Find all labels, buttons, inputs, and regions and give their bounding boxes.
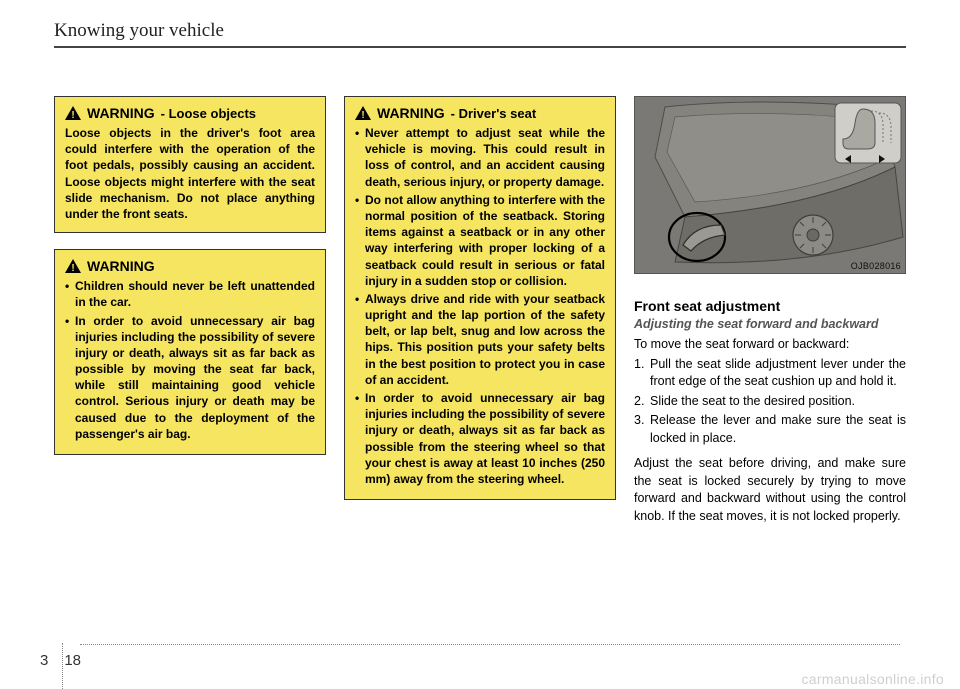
- list-item: In order to avoid unnecessary air bag in…: [355, 390, 605, 487]
- header-rule: [54, 46, 906, 48]
- figure-code: OJB028016: [851, 261, 901, 271]
- column-3: OJB028016 Front seat adjustment Adjustin…: [634, 96, 906, 525]
- warning-label: WARNING: [87, 258, 155, 274]
- section-title: Front seat adjustment: [634, 298, 906, 314]
- svg-text:!: !: [361, 110, 364, 120]
- column-1: ! WARNING - Loose objects Loose objects …: [54, 96, 326, 525]
- list-item: Always drive and ride with your seatback…: [355, 291, 605, 388]
- list-item: Children should never be left unattended…: [65, 278, 315, 310]
- warning-list: Never attempt to adjust seat while the v…: [355, 125, 605, 487]
- footer-dotted-rule: [80, 644, 900, 645]
- step-text: Pull the seat slide adjustment lever und…: [650, 357, 906, 389]
- intro-text: To move the seat forward or backward:: [634, 336, 906, 354]
- list-item: 3.Release the lever and make sure the se…: [634, 412, 906, 447]
- warning-box-children: ! WARNING Children should never be left …: [54, 249, 326, 455]
- list-item: 2.Slide the seat to the desired position…: [634, 393, 906, 411]
- warning-heading: ! WARNING - Loose objects: [65, 105, 315, 121]
- section-block: Front seat adjustment Adjusting the seat…: [634, 290, 906, 525]
- svg-text:!: !: [71, 263, 74, 273]
- warning-triangle-icon: !: [65, 259, 81, 273]
- list-item: 1.Pull the seat slide adjustment lever u…: [634, 356, 906, 391]
- section-subtitle: Adjusting the seat forward and back­ward: [634, 316, 906, 332]
- list-item: Do not allow anything to interfere with …: [355, 192, 605, 289]
- page-footer: 3 18: [40, 652, 81, 669]
- warning-subtitle: - Driver's seat: [451, 106, 536, 121]
- page-header-title: Knowing your vehicle: [54, 20, 906, 46]
- warning-heading: ! WARNING: [65, 258, 315, 274]
- warning-list: Children should never be left unattended…: [65, 278, 315, 442]
- warning-box-drivers-seat: ! WARNING - Driver's seat Never attempt …: [344, 96, 616, 500]
- warning-triangle-icon: !: [65, 106, 81, 120]
- watermark: carmanualsonline.info: [802, 671, 945, 687]
- step-text: Release the lever and make sure the seat…: [650, 413, 906, 445]
- steps-list: 1.Pull the seat slide adjustment lever u…: [634, 356, 906, 448]
- warning-subtitle: - Loose objects: [161, 106, 256, 121]
- svg-text:!: !: [71, 110, 74, 120]
- list-item: Never attempt to adjust seat while the v…: [355, 125, 605, 190]
- warning-body-text: Loose objects in the driver's foot area …: [65, 125, 315, 222]
- section-number: 3: [40, 652, 54, 669]
- warning-box-loose-objects: ! WARNING - Loose objects Loose objects …: [54, 96, 326, 233]
- seat-adjustment-figure: OJB028016: [634, 96, 906, 274]
- list-item: In order to avoid unnecessary air bag in…: [65, 313, 315, 443]
- page-number: 18: [58, 652, 81, 669]
- warning-triangle-icon: !: [355, 106, 371, 120]
- warning-label: WARNING: [377, 105, 445, 121]
- warning-heading: ! WARNING - Driver's seat: [355, 105, 605, 121]
- step-text: Slide the seat to the desired position.: [650, 394, 855, 408]
- warning-label: WARNING: [87, 105, 155, 121]
- outro-text: Adjust the seat before driving, and make…: [634, 455, 906, 525]
- column-2: ! WARNING - Driver's seat Never attempt …: [344, 96, 616, 525]
- content-columns: ! WARNING - Loose objects Loose objects …: [54, 96, 906, 525]
